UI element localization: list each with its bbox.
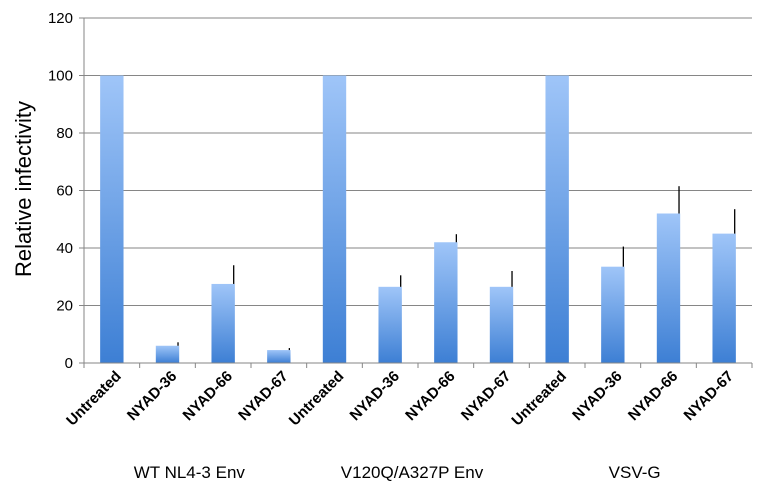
y-tick-label: 20 — [56, 298, 73, 315]
axes — [79, 17, 753, 368]
x-tick-label: NYAD-36 — [347, 368, 403, 424]
y-tick-label: 120 — [48, 10, 73, 27]
bar — [155, 345, 180, 363]
y-tick-label: 80 — [56, 125, 73, 142]
y-tick-label: 100 — [48, 68, 73, 85]
bar — [712, 233, 736, 363]
gridlines — [84, 17, 752, 306]
x-tick-label: Untreated — [508, 368, 570, 430]
x-tick-label: NYAD-67 — [458, 368, 514, 424]
bar — [434, 242, 458, 363]
x-tick-label: NYAD-67 — [681, 368, 737, 424]
x-tick-label: Untreated — [63, 368, 125, 430]
y-tick-label: 40 — [56, 240, 73, 257]
x-tick-label: NYAD-66 — [625, 368, 681, 424]
x-tick-label: NYAD-36 — [124, 368, 180, 424]
group-label: WT NL4-3 Env — [134, 463, 246, 482]
x-tick-label: NYAD-36 — [569, 368, 625, 424]
bar — [489, 286, 514, 363]
bar — [656, 213, 681, 363]
bar — [211, 283, 235, 363]
bar — [100, 75, 124, 363]
x-tick-label: Untreated — [286, 368, 348, 430]
bar — [267, 350, 291, 363]
bar — [378, 286, 402, 363]
y-tick-label: 0 — [65, 355, 73, 372]
group-label: VSV-G — [609, 463, 661, 482]
y-axis-title: Relative infectivity — [11, 101, 36, 277]
x-tick-label: NYAD-66 — [402, 368, 458, 424]
bar — [322, 75, 347, 363]
bars — [100, 75, 736, 363]
bar — [601, 266, 625, 363]
group-label: V120Q/A327P Env — [341, 463, 484, 482]
x-tick-label: NYAD-66 — [180, 368, 236, 424]
bar — [545, 75, 569, 363]
x-tick-label: NYAD-67 — [235, 368, 291, 424]
y-tick-label: 60 — [56, 183, 73, 200]
